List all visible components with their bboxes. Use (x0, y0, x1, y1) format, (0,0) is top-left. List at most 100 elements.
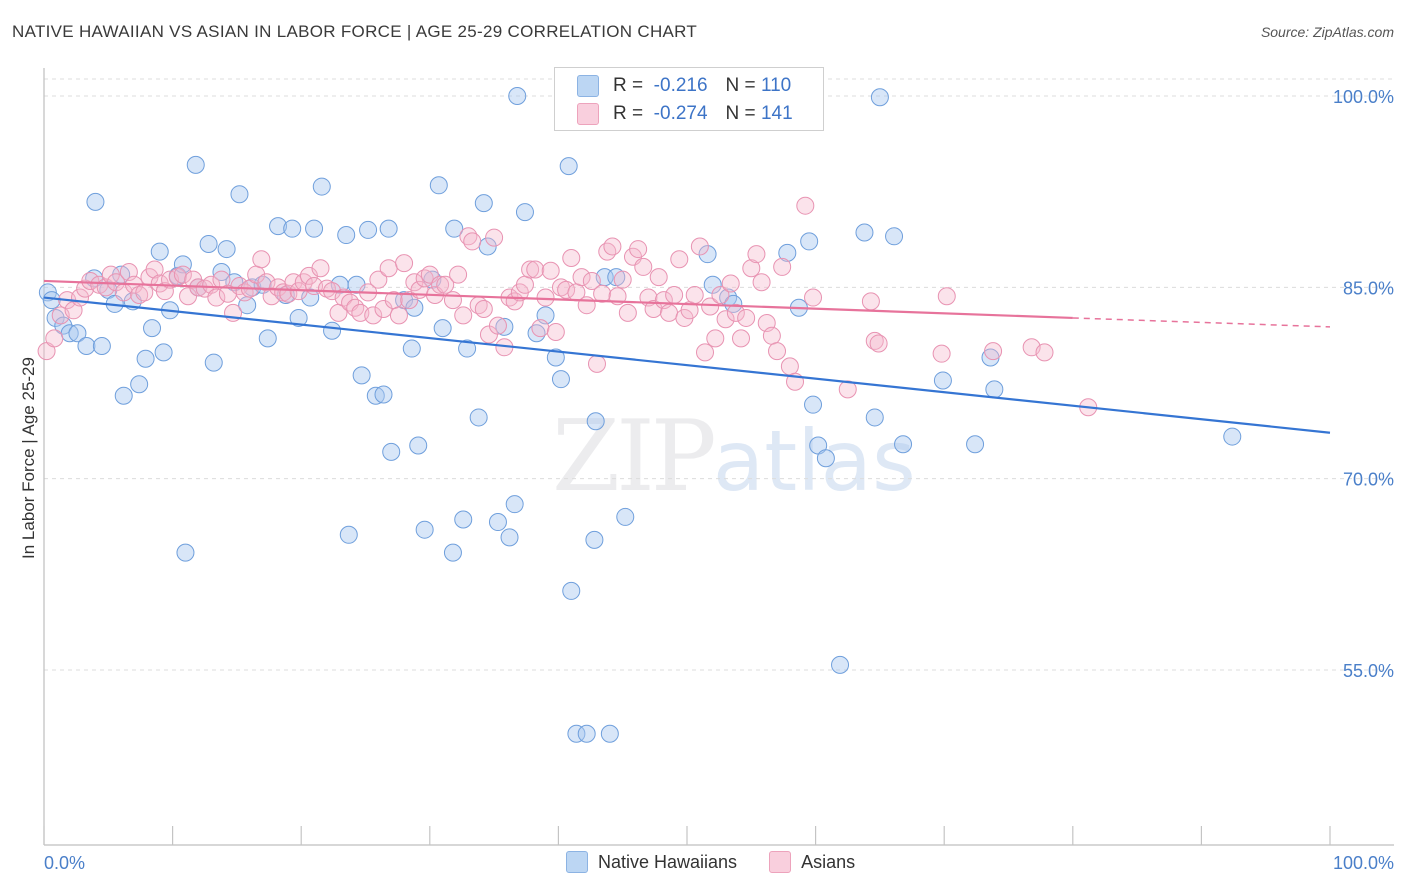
asian-point (726, 303, 745, 322)
native-hawaiian-point (508, 87, 527, 105)
native-hawaiian-point (985, 380, 1004, 399)
native-hawaiian-point (409, 436, 428, 455)
asian-point (659, 303, 678, 322)
native-hawaiian-point (551, 370, 570, 389)
asian-point (711, 285, 730, 304)
asian-point (932, 344, 951, 363)
asian-point (869, 334, 888, 353)
native-hawaiian-point (212, 263, 231, 282)
native-hawaiian-point (130, 375, 149, 394)
asian-point (685, 285, 704, 304)
y-tick-label-70: 70.0% (1343, 470, 1394, 490)
series-legend-label-native-hawaiians: Native Hawaiians (598, 851, 738, 872)
native-hawaiian-point (77, 337, 96, 356)
asian-trend-extension (1072, 317, 1331, 328)
asian-point (515, 275, 534, 294)
native-hawaiian-point (577, 724, 596, 743)
native-hawaiian-point (366, 386, 385, 405)
asian-point (737, 308, 756, 327)
series-legend-label-asians: Asians (801, 851, 856, 872)
asian-point (557, 280, 576, 299)
asian-point (521, 260, 540, 279)
native-hawaiian-point (429, 176, 448, 195)
legend-row-native-hawaiians: R = -0.216 N = 110 (577, 73, 791, 99)
asian-point (257, 273, 276, 292)
asian-point (488, 316, 507, 335)
native-hawaiian-point (143, 319, 162, 338)
asian-point (618, 303, 637, 322)
native-hawaiian-point (567, 724, 586, 743)
native-hawaiian-point (312, 177, 331, 196)
watermark: ZIPatlas (552, 400, 916, 514)
asian-point (135, 283, 154, 302)
series-legend-native-hawaiians: Native Hawaiians (566, 851, 737, 873)
native-hawaiian-point (600, 724, 619, 743)
asian-point (984, 342, 1003, 361)
native-hawaiian-point (415, 520, 434, 539)
native-hawaiian-point (339, 525, 358, 544)
legend-row-asians: R = -0.274 N = 141 (577, 101, 793, 127)
native-hawaiian-point (150, 242, 169, 261)
asian-point (485, 228, 504, 247)
native-hawaiian-point (68, 324, 87, 343)
legend-n-value-asians: 141 (760, 103, 793, 124)
native-hawaiian-point (505, 495, 524, 514)
native-hawaiian-point (92, 337, 111, 356)
asian-point (670, 250, 689, 269)
native-hawaiian-point (352, 366, 371, 385)
native-hawaiian-point (46, 308, 65, 327)
asian-point (374, 300, 393, 319)
asian-point (762, 326, 781, 345)
native-hawaiian-point (337, 226, 356, 245)
asian-point (838, 380, 857, 399)
asian-point (145, 260, 164, 279)
asian-point (463, 232, 482, 251)
asian-point (665, 285, 684, 304)
y-tick-labels: 100.0% 85.0% 70.0% 55.0% (1333, 87, 1394, 681)
native-hawaiian-point (359, 220, 378, 239)
asian-point (436, 275, 455, 294)
native-hawaiian-point (894, 435, 913, 454)
native-hawaiian-point (402, 339, 421, 358)
series-legend-swatch-asians (769, 851, 792, 873)
native-hawaiian-point (500, 528, 519, 547)
native-hawaiian-point (42, 291, 61, 310)
asian-point (773, 257, 792, 276)
native-hawaiian-point (305, 219, 324, 238)
native-hawaiian-points (38, 87, 1242, 743)
asian-point (796, 196, 815, 215)
native-hawaiian-point (933, 371, 952, 390)
native-hawaiian-point (217, 240, 236, 259)
asian-trend-line (43, 279, 1073, 320)
native-hawaiian-point (86, 192, 105, 211)
x-ticks (43, 826, 1331, 845)
asian-point (531, 319, 550, 338)
source-credit: Source: ZipAtlas.com (1260, 24, 1394, 40)
native-hawaiian-point (703, 275, 722, 294)
asian-point (474, 300, 493, 319)
asian-point (317, 279, 336, 298)
native-hawaiian-point (469, 408, 488, 427)
series-legend-swatch-native-hawaiians (566, 851, 588, 873)
native-hawaiian-point (136, 349, 155, 368)
native-hawaiian-point (154, 343, 173, 362)
native-hawaiian-point (586, 412, 605, 431)
asian-point (644, 300, 663, 319)
y-tick-label-55: 55.0% (1343, 661, 1394, 681)
native-hawaiian-point (495, 317, 514, 336)
native-hawaiian-point (800, 232, 819, 251)
gridlines (44, 78, 1394, 671)
legend-r-label: R = (613, 75, 644, 96)
native-hawaiian-point (374, 385, 393, 404)
native-hawaiian-point (443, 543, 462, 562)
legend-n-label: N = (725, 75, 756, 96)
native-hawaiian-point (445, 219, 464, 238)
asian-point (369, 270, 388, 289)
series-legend: Native Hawaiians Asians (566, 851, 887, 873)
asian-point (45, 329, 64, 348)
native-hawaiian-point (546, 348, 565, 367)
asian-point (701, 297, 720, 316)
asian-point (613, 270, 632, 289)
y-axis-label: In Labor Force | Age 25-29 (19, 357, 38, 559)
